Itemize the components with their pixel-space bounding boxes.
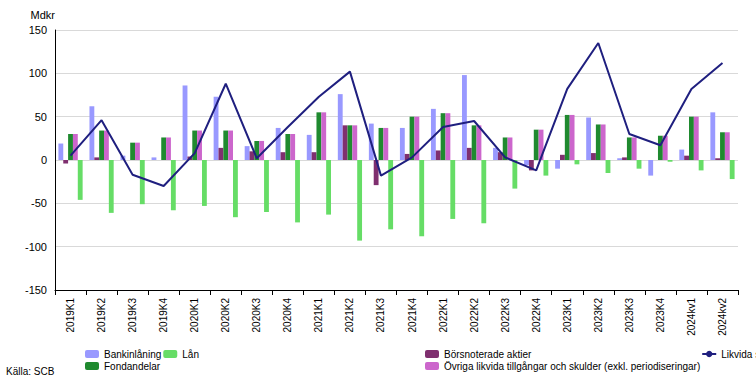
svg-text:50: 50 [35, 111, 47, 123]
svg-text:2021K3: 2021K3 [375, 298, 386, 333]
svg-text:Bankinlåning: Bankinlåning [104, 349, 161, 360]
svg-text:Likvida sparandet: Likvida sparandet [721, 349, 756, 360]
svg-text:Lån: Lån [182, 349, 199, 360]
svg-text:Övriga likvida tillgångar och: Övriga likvida tillgångar och skulder (e… [444, 361, 700, 372]
svg-text:2022K4: 2022K4 [531, 298, 542, 333]
svg-text:2021K1: 2021K1 [313, 298, 324, 333]
svg-text:2022K3: 2022K3 [500, 298, 511, 333]
svg-text:2020K3: 2020K3 [251, 298, 262, 333]
svg-text:Börsnoterade aktier: Börsnoterade aktier [444, 349, 532, 360]
svg-text:2023K1: 2023K1 [562, 298, 573, 333]
svg-text:2020K4: 2020K4 [282, 298, 293, 333]
svg-text:Fondandelar: Fondandelar [104, 361, 161, 372]
svg-text:-100: -100 [25, 241, 47, 253]
svg-text:2020K2: 2020K2 [220, 298, 231, 333]
svg-text:2022K1: 2022K1 [438, 298, 449, 333]
svg-text:100: 100 [29, 67, 47, 79]
svg-text:0: 0 [41, 154, 47, 166]
svg-text:2021K2: 2021K2 [344, 298, 355, 333]
svg-text:Källa: SCB: Källa: SCB [6, 366, 55, 377]
svg-text:Mdkr: Mdkr [31, 9, 56, 21]
svg-text:2024kv2: 2024kv2 [717, 298, 728, 336]
svg-text:-150: -150 [25, 284, 47, 296]
svg-text:2019K2: 2019K2 [96, 298, 107, 333]
svg-text:-50: -50 [31, 197, 47, 209]
svg-text:2019K1: 2019K1 [65, 298, 76, 333]
svg-text:2023K2: 2023K2 [593, 298, 604, 333]
svg-text:2024kv1: 2024kv1 [686, 298, 697, 336]
svg-text:2019K3: 2019K3 [127, 298, 138, 333]
svg-text:150: 150 [29, 24, 47, 36]
svg-text:2023K3: 2023K3 [624, 298, 635, 333]
svg-text:2021K4: 2021K4 [407, 298, 418, 333]
svg-text:2019K4: 2019K4 [158, 298, 169, 333]
svg-text:2022K2: 2022K2 [469, 298, 480, 333]
svg-text:2020K1: 2020K1 [189, 298, 200, 333]
svg-text:2023K4: 2023K4 [655, 298, 666, 333]
